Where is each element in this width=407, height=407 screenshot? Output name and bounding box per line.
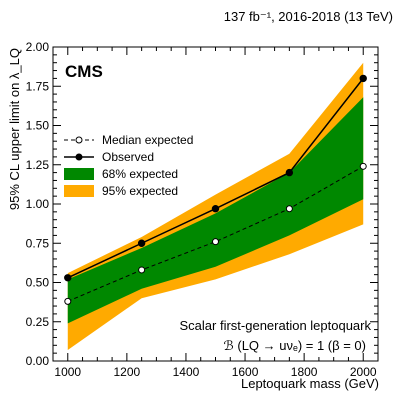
x-tick-label: 2000	[350, 365, 377, 379]
legend-median-expected-marker	[75, 136, 83, 144]
y-axis-label: 95% CL upper limit on λ_LQ	[7, 48, 22, 210]
median-expected-marker	[64, 297, 72, 305]
lumi-label: 137 fb⁻¹, 2016-2018 (13 TeV)	[224, 9, 393, 24]
legend-68-expected-label: 68% expected	[102, 167, 178, 181]
y-tick-label: 0.00	[26, 354, 50, 368]
y-tick-label: 2.00	[26, 40, 50, 54]
observed-marker	[137, 239, 146, 247]
median-expected-marker	[138, 266, 146, 274]
y-tick-label: 0.75	[26, 236, 50, 250]
x-tick-label: 1000	[54, 365, 81, 379]
median-expected-marker	[285, 205, 293, 213]
x-axis-label: Leptoquark mass (GeV)	[241, 376, 379, 391]
axes-layer: 1000 1200 1400 1600 1800 2000 0.00 0.25 0.50 0.75…	[26, 40, 379, 379]
annotation-line-1: Scalar first-generation leptoquark	[180, 318, 372, 333]
x-tick-label: 1600	[232, 365, 259, 379]
legend-observed-marker	[75, 153, 83, 161]
median-expected-marker	[359, 162, 367, 170]
y-tick-label: 1.50	[26, 119, 50, 133]
observed-marker	[359, 74, 367, 83]
observed-marker	[211, 205, 220, 213]
series-layer	[64, 74, 367, 305]
y-tick-label: 1.75	[26, 79, 50, 93]
observed-marker	[64, 274, 72, 282]
legend-median-expected-label: Median expected	[102, 133, 193, 147]
legend-95-expected-label: 95% expected	[102, 184, 178, 198]
y-tick-label: 0.25	[26, 315, 50, 329]
y-tick-label: 1.25	[26, 158, 50, 172]
median-expected-line	[67, 165, 364, 302]
x-tick-label: 1800	[291, 365, 318, 379]
annotation-line-2: ℬ (LQ → uνₑ) = 1 (β = 0)	[224, 338, 366, 353]
legend-observed-label: Observed	[102, 150, 154, 164]
x-tick-label: 1200	[114, 365, 141, 379]
observed-marker	[285, 168, 294, 177]
cms-label: CMS	[65, 62, 103, 81]
legend: Median expected Observed 68% expected 95% e…	[64, 133, 193, 198]
median-expected-marker	[212, 238, 219, 246]
y-tick-label: 0.50	[26, 276, 50, 290]
legend-68-expected-swatch	[64, 168, 94, 180]
legend-95-expected-swatch	[64, 185, 94, 197]
y-tick-label: 1.00	[26, 197, 50, 211]
x-tick-label: 1400	[173, 365, 200, 379]
